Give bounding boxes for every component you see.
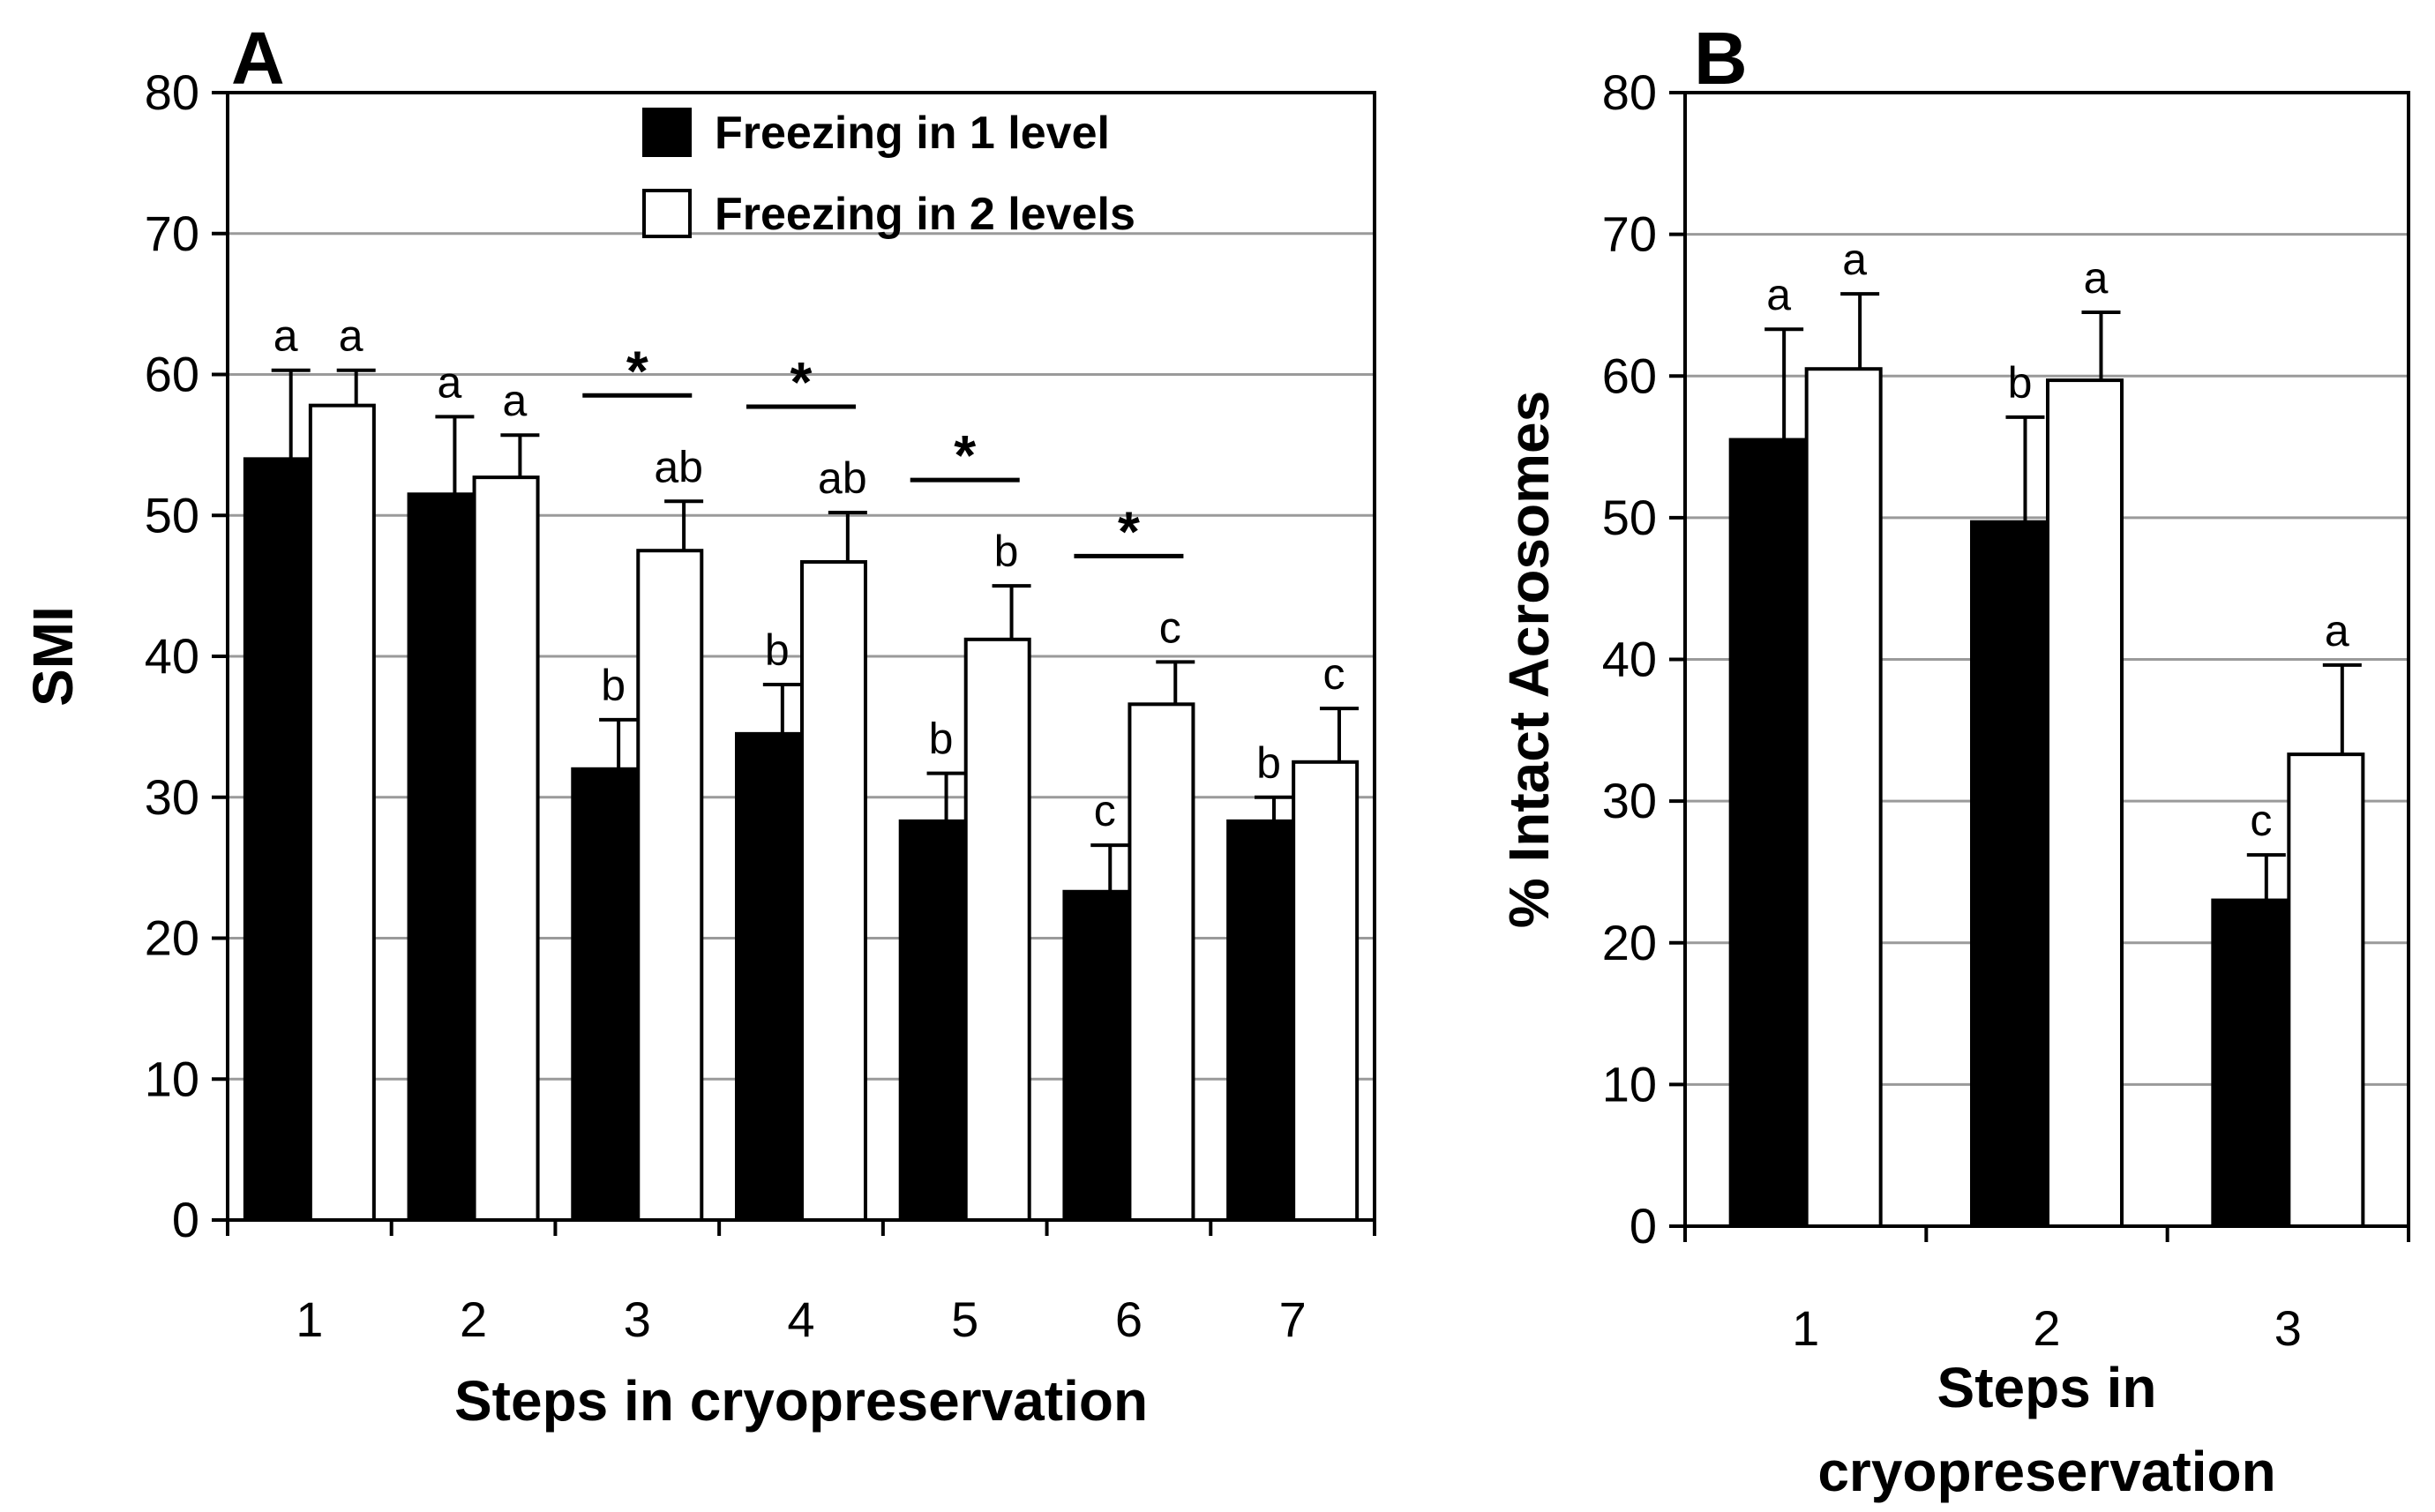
significance-letter: c: [1159, 603, 1181, 652]
y-tick-label: 10: [1602, 1056, 1657, 1112]
y-axis-title: SMI: [21, 606, 85, 707]
significance-letter: ab: [818, 453, 867, 503]
panel-label: B: [1694, 17, 1748, 100]
significance-letter: b: [929, 715, 954, 764]
bar-one-level-step-3: [2211, 898, 2289, 1228]
significance-letter: b: [765, 625, 790, 675]
x-tick-label: 2: [2033, 1300, 2060, 1356]
bar-one-level-step-1: [243, 457, 311, 1222]
bar-two-levels-step-3: [2287, 752, 2365, 1228]
y-tick-label: 0: [1630, 1198, 1657, 1254]
bar-two-levels-step-1: [1804, 367, 1883, 1228]
significance-letter: b: [2008, 358, 2033, 408]
x-axis-title-line: cryopreservation: [1817, 1440, 2275, 1503]
legend-label: Freezing in 2 levels: [715, 189, 1135, 240]
legend-swatch-two-levels: [642, 189, 692, 238]
y-tick-label: 60: [145, 347, 199, 402]
x-tick-label: 1: [296, 1291, 323, 1347]
x-tick-label: 5: [951, 1291, 978, 1347]
significance-letter: a: [2325, 606, 2349, 655]
x-tick-label: 1: [1792, 1300, 1819, 1356]
bar-two-levels-step-7: [1292, 760, 1360, 1222]
bar-one-level-step-2: [407, 492, 475, 1222]
y-tick-label: 20: [145, 910, 199, 966]
y-tick-label: 10: [145, 1051, 199, 1106]
y-tick-label: 0: [172, 1192, 199, 1247]
legend-label: Freezing in 1 level: [715, 108, 1110, 159]
bar-one-level-step-5: [898, 819, 966, 1222]
legend-swatch-one-level: [642, 108, 692, 157]
significance-star: *: [626, 339, 648, 402]
bar-one-level-step-2: [1970, 520, 2048, 1228]
significance-letter: c: [2250, 796, 2272, 845]
significance-letter: b: [1256, 738, 1281, 788]
y-tick-label: 50: [145, 487, 199, 543]
y-tick-label: 50: [1602, 490, 1657, 545]
y-tick-label: 70: [1602, 206, 1657, 262]
y-tick-label: 20: [1602, 915, 1657, 970]
x-tick-label: 3: [624, 1291, 651, 1347]
y-tick-label: 70: [145, 206, 199, 261]
significance-letter: b: [601, 661, 626, 710]
significance-letter: a: [1842, 235, 1867, 284]
y-tick-label: 80: [145, 64, 199, 120]
x-tick-label: 7: [1279, 1291, 1307, 1347]
significance-star: *: [790, 350, 813, 414]
significance-letter: a: [1766, 270, 1791, 319]
significance-letter: a: [339, 311, 363, 361]
significance-letter: a: [273, 311, 298, 361]
panel-b-chart: 0 10 20 30 40 50 60 70 80 1 a a 2 b a 3 c a B % Intact Acro…: [1497, 17, 2410, 1503]
y-tick-label: 40: [145, 628, 199, 684]
significance-letter: b: [994, 527, 1019, 576]
bar-one-level-step-1: [1728, 438, 1807, 1228]
y-tick-label: 30: [145, 769, 199, 825]
panel-label: A: [231, 17, 285, 100]
significance-letter: c: [1322, 649, 1345, 699]
bar-two-levels-step-2: [472, 475, 540, 1222]
bar-one-level-step-4: [735, 731, 802, 1222]
y-axis-title: % Intact Acrosomes: [1497, 391, 1561, 928]
bar-two-levels-step-1: [308, 403, 376, 1222]
bar-two-levels-step-5: [963, 637, 1031, 1222]
y-tick-label: 30: [1602, 773, 1657, 828]
x-tick-label: 6: [1115, 1291, 1143, 1347]
significance-letter: ab: [654, 442, 703, 491]
significance-star: *: [954, 423, 976, 487]
x-tick-label: 2: [460, 1291, 487, 1347]
x-tick-label: 3: [2274, 1300, 2302, 1356]
legend: Freezing in 1 level Freezing in 2 levels: [642, 108, 1135, 240]
significance-letter: a: [503, 376, 528, 425]
bar-two-levels-step-2: [2046, 378, 2124, 1229]
significance-letter: c: [1094, 786, 1116, 835]
x-axis-title-line: Steps in: [1937, 1356, 2157, 1419]
significance-letter: a: [438, 357, 462, 407]
bar-two-levels-step-4: [800, 559, 867, 1222]
bar-one-level-step-6: [1062, 889, 1130, 1222]
bar-two-levels-step-6: [1128, 702, 1195, 1222]
x-tick-label: 4: [787, 1291, 814, 1347]
y-tick-label: 80: [1602, 64, 1657, 120]
significance-star: *: [1118, 499, 1140, 563]
y-tick-label: 40: [1602, 632, 1657, 687]
bar-one-level-step-7: [1226, 819, 1294, 1222]
y-tick-label: 60: [1602, 348, 1657, 403]
bar-one-level-step-3: [571, 767, 639, 1222]
bar-two-levels-step-3: [636, 549, 704, 1222]
significance-letter: a: [2084, 253, 2109, 303]
x-axis-title: Steps in cryopreservation: [454, 1369, 1148, 1433]
